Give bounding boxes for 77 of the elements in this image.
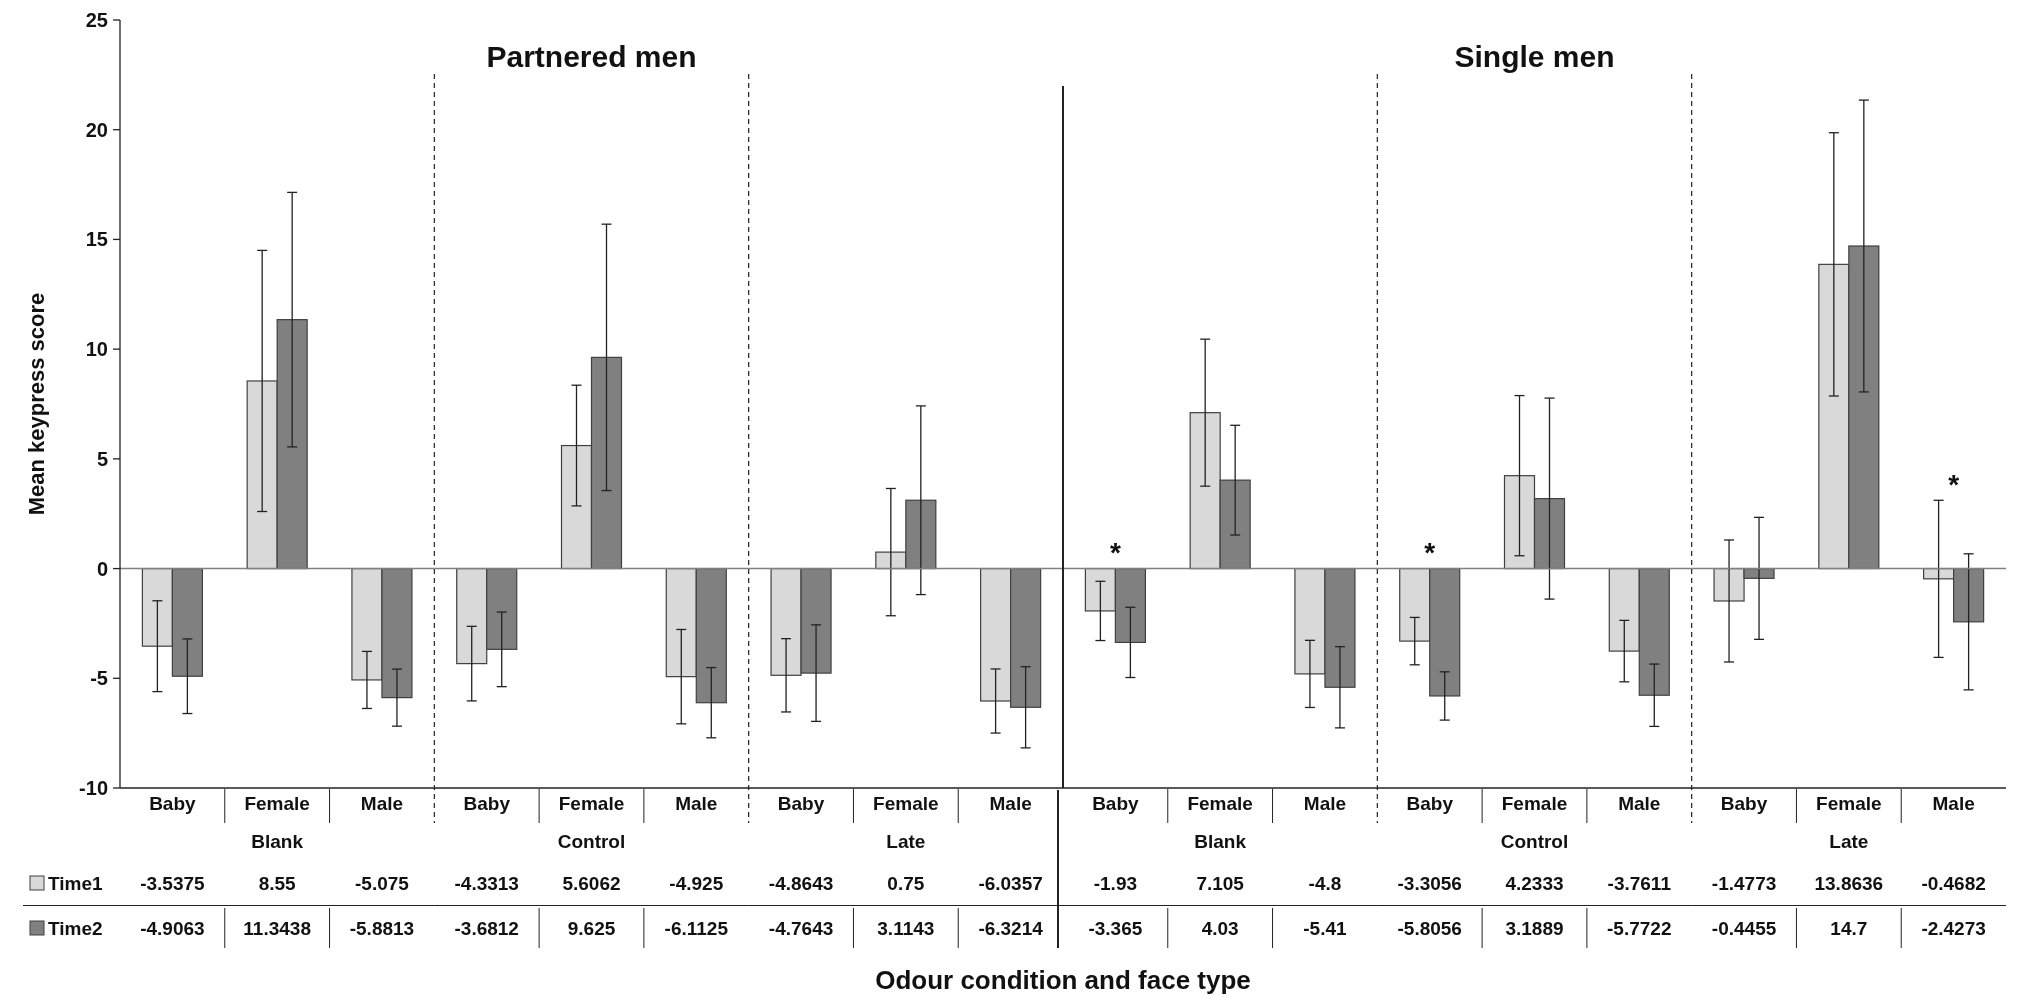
y-tick-label: 15 (85, 228, 108, 251)
y-tick-label: 20 (85, 118, 108, 141)
data-label: 0.75 (887, 872, 925, 894)
data-label: -0.4455 (1711, 917, 1777, 939)
x-axis-title: Late (1829, 830, 1869, 852)
data-label: -4.7643 (768, 917, 834, 939)
x-axis-title: Control (1500, 830, 1569, 852)
x-axis-title: Blank (251, 830, 304, 852)
x-tick-label: Baby (149, 792, 197, 814)
data-label: 7.105 (1196, 872, 1245, 894)
data-label: 5.6062 (562, 872, 621, 894)
data-label: 3.1889 (1505, 917, 1564, 939)
data-label: 14.7 (1830, 917, 1868, 939)
data-label: -3.3056 (1397, 872, 1462, 894)
x-axis-title: Late (886, 830, 926, 852)
data-label: 9.625 (567, 917, 616, 939)
legend-label: Time2 (48, 917, 103, 939)
data-label: 13.8636 (1814, 872, 1884, 894)
y-tick-label: -10 (79, 777, 108, 799)
text: Single men (1454, 39, 1615, 73)
data-label: -1.93 (1093, 872, 1138, 894)
data-label: -1.4773 (1711, 872, 1777, 894)
data-label: 3.1143 (877, 917, 935, 939)
x-tick-label: Male (1932, 792, 1975, 814)
annotation: * (1424, 537, 1436, 569)
data-label: -5.075 (355, 872, 410, 894)
y-axis-title: Mean keypress score (23, 292, 49, 516)
data-label: -5.8056 (1397, 917, 1462, 939)
data-label: -4.8643 (768, 872, 834, 894)
x-tick-label: Male (1618, 792, 1661, 814)
data-label: -4.9063 (140, 917, 205, 939)
data-label: 11.3438 (243, 917, 311, 939)
data-label: -6.0357 (978, 872, 1043, 894)
x-tick-label: Baby (777, 792, 825, 814)
data-label: 8.55 (258, 872, 297, 894)
x-tick-label: Male (989, 792, 1032, 814)
data-label: -3.5375 (140, 872, 206, 894)
data-label: -6.3214 (978, 917, 1044, 939)
y-tick-label: 5 (96, 447, 108, 470)
x-tick-label: Female (558, 792, 625, 814)
data-label: -5.7722 (1607, 917, 1672, 939)
data-label: 4.03 (1201, 917, 1239, 939)
x-tick-label: Female (1187, 792, 1253, 814)
y-tick-label: 0 (96, 557, 108, 580)
x-tick-label: Female (1501, 792, 1568, 814)
y-tick-label: 25 (85, 9, 108, 31)
data-label: -0.4682 (1921, 872, 1986, 894)
data-label: -3.365 (1088, 917, 1143, 939)
data-label: -4.925 (669, 872, 724, 894)
x-tick-label: Baby (1092, 792, 1140, 814)
annotation: * (1948, 468, 1960, 500)
y-tick-label: -5 (90, 667, 108, 690)
data-label: -2.4273 (1921, 917, 1986, 939)
x-tick-label: Female (244, 792, 310, 814)
text: Odour condition and face type (875, 965, 1251, 996)
data-label: -6.1125 (664, 917, 729, 939)
text: Partnered men (486, 39, 697, 73)
x-tick-label: Female (1816, 792, 1882, 814)
y-tick-label: 10 (85, 338, 108, 361)
data-label: -5.41 (1303, 917, 1348, 939)
data-label: -3.6812 (454, 917, 519, 939)
data-label: -3.7611 (1607, 872, 1672, 894)
x-tick-label: Male (360, 792, 404, 814)
x-tick-label: Female (873, 792, 939, 814)
x-tick-label: Baby (1406, 792, 1454, 814)
x-tick-label: Baby (1720, 792, 1768, 814)
x-tick-label: Male (675, 792, 718, 814)
legend-label: Time1 (48, 872, 103, 894)
x-axis-title: Control (557, 830, 626, 852)
data-label: -4.3313 (454, 872, 519, 894)
data-label: -5.8813 (349, 917, 415, 939)
annotation: * (1109, 537, 1121, 569)
data-label: 4.2333 (1505, 872, 1564, 894)
data-label: -4.8 (1308, 872, 1342, 894)
x-tick-label: Baby (463, 792, 511, 814)
x-tick-label: Male (1303, 792, 1347, 814)
x-axis-title: Blank (1194, 830, 1247, 852)
